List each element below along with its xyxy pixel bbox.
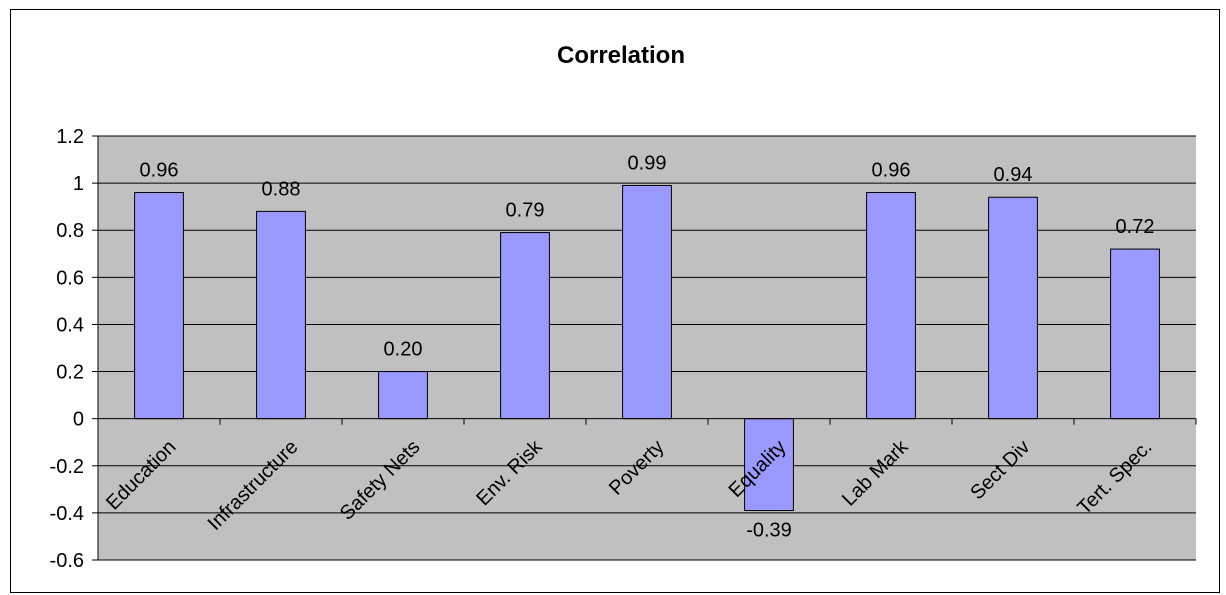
y-tick-label: 1.2: [56, 126, 84, 148]
y-tick-label: 1: [73, 173, 84, 195]
data-label: 0.20: [384, 339, 423, 361]
data-labels: 0.96 0.88 0.20 0.79 0.99 -0.39 0.96 0.94 0.72: [140, 152, 1155, 541]
bar: [744, 418, 794, 512]
y-tick-label: 0.2: [56, 362, 84, 384]
data-label: 0.96: [140, 160, 179, 182]
bar: [134, 192, 184, 420]
bar: [1110, 248, 1160, 420]
bar: [378, 371, 428, 420]
y-tick-label: 0.4: [56, 314, 84, 336]
bar: [866, 192, 916, 420]
data-label: 0.88: [262, 178, 301, 200]
data-label: -0.39: [746, 520, 792, 542]
bar: [622, 184, 672, 420]
x-axis: [97, 418, 1197, 425]
bars: [134, 184, 1160, 512]
data-label: 0.96: [872, 160, 911, 182]
y-tick-label: 0: [73, 409, 84, 431]
data-label: 0.72: [1116, 216, 1155, 238]
y-tick-label: 0.8: [56, 220, 84, 242]
data-label: 0.79: [506, 200, 545, 222]
chart-title: Correlation: [557, 42, 685, 69]
bar: [988, 196, 1038, 420]
y-tick-label: -0.4: [50, 503, 84, 525]
data-label: 0.99: [628, 152, 667, 174]
y-axis: 1.2 1 0.8 0.6 0.4 0.2 0 -0.2 -0.4 -0.6: [50, 126, 99, 572]
y-tick-label: -0.2: [50, 456, 84, 478]
data-label: 0.94: [994, 164, 1033, 186]
bar: [500, 232, 550, 420]
y-tick-label: -0.6: [50, 550, 84, 572]
y-tick-label: 0.6: [56, 267, 84, 289]
bar: [256, 210, 306, 420]
